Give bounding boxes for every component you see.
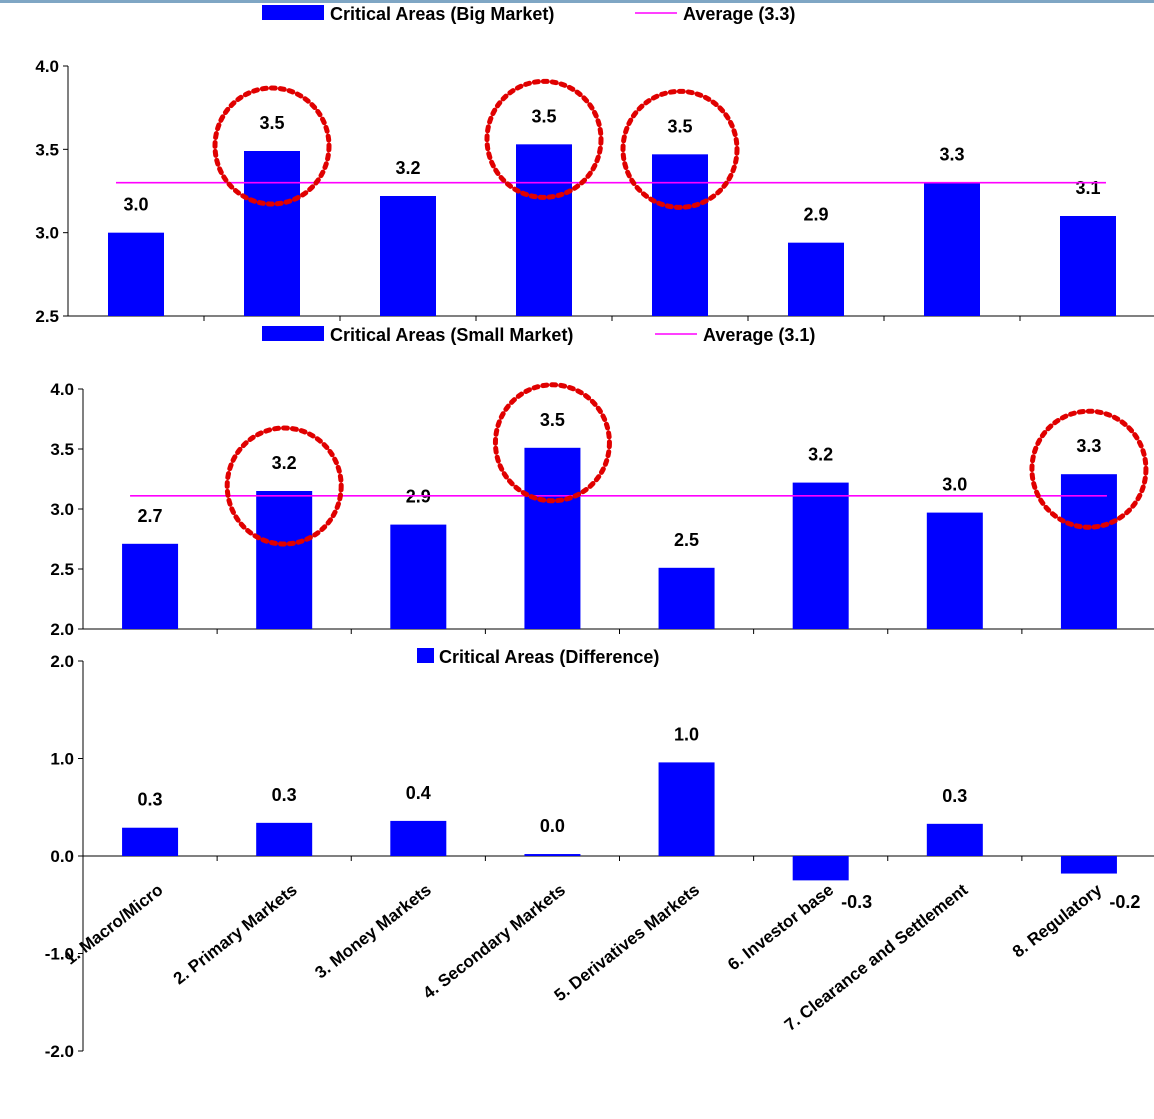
- value-label-8: 3.1: [1075, 178, 1100, 198]
- legend-bar-swatch: [262, 5, 324, 20]
- bar-8: [1060, 856, 1117, 874]
- bar-5: [658, 762, 715, 856]
- chart-panel-2: 2.0 2.5 3.0 3.5 4.0 2.7 3.2 2.9 3.5 2.5 3.2 3.0 3.3 C…: [50, 325, 1154, 639]
- bar-3: [390, 820, 447, 856]
- value-label-8: 3.3: [1076, 436, 1101, 456]
- y-tick-label: 0.0: [50, 847, 74, 866]
- bar-5: [658, 567, 715, 629]
- category-label-2: 2. Primary Markets: [170, 880, 301, 988]
- bar-3: [380, 196, 436, 316]
- legend: Critical Areas (Difference): [417, 647, 659, 667]
- y-tick-label: 2.5: [50, 560, 74, 579]
- category-label-4: 4. Secondary Markets: [419, 880, 568, 1003]
- bar-4: [524, 854, 581, 856]
- value-label-2: 3.5: [259, 113, 284, 133]
- bar-6: [792, 482, 849, 629]
- value-label-5: 2.5: [674, 530, 699, 550]
- y-tick-label: 1.0: [50, 750, 74, 769]
- value-label-4: 3.5: [540, 410, 565, 430]
- bar-8: [1060, 474, 1117, 629]
- bar-4: [524, 447, 581, 629]
- bar-6: [792, 856, 849, 881]
- legend-line-label: Average (3.1): [703, 325, 815, 345]
- y-tick-label: 4.0: [35, 57, 59, 76]
- value-label-6: 2.9: [803, 205, 828, 225]
- category-label-3: 3. Money Markets: [311, 880, 434, 982]
- bar-7: [926, 823, 983, 856]
- y-tick-label: 3.5: [50, 440, 74, 459]
- legend-bar-swatch: [262, 326, 324, 341]
- bar-7: [926, 512, 983, 629]
- y-tick-label: 4.0: [50, 380, 74, 399]
- legend: Critical Areas (Small Market) Average (3.…: [262, 325, 815, 345]
- value-label-7: 3.0: [942, 475, 967, 495]
- bar-2: [256, 822, 313, 856]
- bar-5: [652, 154, 708, 316]
- y-tick-label: 2.5: [35, 307, 59, 326]
- y-tick-label: 3.5: [35, 140, 59, 159]
- value-label-3: 0.4: [406, 783, 431, 803]
- legend-line-label: Average (3.3): [683, 4, 795, 24]
- highlight-circle-5: [620, 88, 740, 210]
- value-label-1: 0.3: [138, 790, 163, 810]
- category-label-1: 1. Macro/Micro: [61, 880, 167, 968]
- value-label-7: 0.3: [942, 786, 967, 806]
- category-label-6: 6. Investor base: [724, 880, 837, 974]
- bar-4: [516, 144, 572, 316]
- value-label-3: 3.2: [395, 158, 420, 178]
- legend-bar-label: Critical Areas (Small Market): [330, 325, 573, 345]
- value-label-7: 3.3: [939, 145, 964, 165]
- highlight-circle-2: [224, 425, 344, 547]
- chart-panel-1: 2.5 3.0 3.5 4.0 3.0 3.5 3.2 3.5 3.5 2.9 3.3 3.1 Crit…: [35, 4, 1154, 326]
- bar-8: [1060, 216, 1116, 316]
- chart-panel-3: -2.0 -1.0 0.0 1.0 2.0 0.3 0.3 0.4 0.0 1.0 -0.3 0.3 -…: [45, 647, 1154, 1061]
- bar-2: [244, 151, 300, 316]
- y-tick-label: 2.0: [50, 652, 74, 671]
- value-label-8: -0.2: [1109, 892, 1140, 912]
- top-border-strip: [0, 0, 1154, 3]
- bar-1: [122, 543, 179, 629]
- legend: Critical Areas (Big Market) Average (3.3): [262, 4, 795, 24]
- legend-bar-swatch: [417, 648, 434, 663]
- y-tick-label: 3.0: [50, 500, 74, 519]
- bar-1: [108, 232, 164, 316]
- highlight-circle-4: [484, 78, 604, 200]
- y-tick-label: -2.0: [45, 1042, 74, 1061]
- highlight-circle-4: [492, 382, 612, 504]
- value-label-5: 1.0: [674, 724, 699, 744]
- category-label-8: 8. Regulatory: [1009, 880, 1106, 962]
- value-label-1: 2.7: [138, 506, 163, 526]
- bar-2: [256, 491, 313, 629]
- value-label-6: 3.2: [808, 445, 833, 465]
- value-label-2: 3.2: [272, 453, 297, 473]
- highlight-circle-2: [212, 85, 332, 207]
- bar-1: [122, 827, 179, 856]
- legend-bar-label: Critical Areas (Difference): [439, 647, 659, 667]
- bar-6: [788, 242, 844, 316]
- y-tick-label: 3.0: [35, 224, 59, 243]
- value-label-6: -0.3: [841, 892, 872, 912]
- value-label-2: 0.3: [272, 785, 297, 805]
- legend-bar-label: Critical Areas (Big Market): [330, 4, 554, 24]
- bar-3: [390, 524, 447, 629]
- value-label-1: 3.0: [123, 195, 148, 215]
- bar-7: [924, 182, 980, 316]
- value-label-4: 0.0: [540, 816, 565, 836]
- value-label-4: 3.5: [531, 106, 556, 126]
- value-label-3: 2.9: [406, 487, 431, 507]
- highlight-circle-8: [1029, 408, 1149, 530]
- category-label-5: 5. Derivatives Markets: [551, 880, 703, 1005]
- y-tick-label: 2.0: [50, 620, 74, 639]
- y-tick-label: -1.0: [45, 945, 74, 964]
- value-label-5: 3.5: [667, 116, 692, 136]
